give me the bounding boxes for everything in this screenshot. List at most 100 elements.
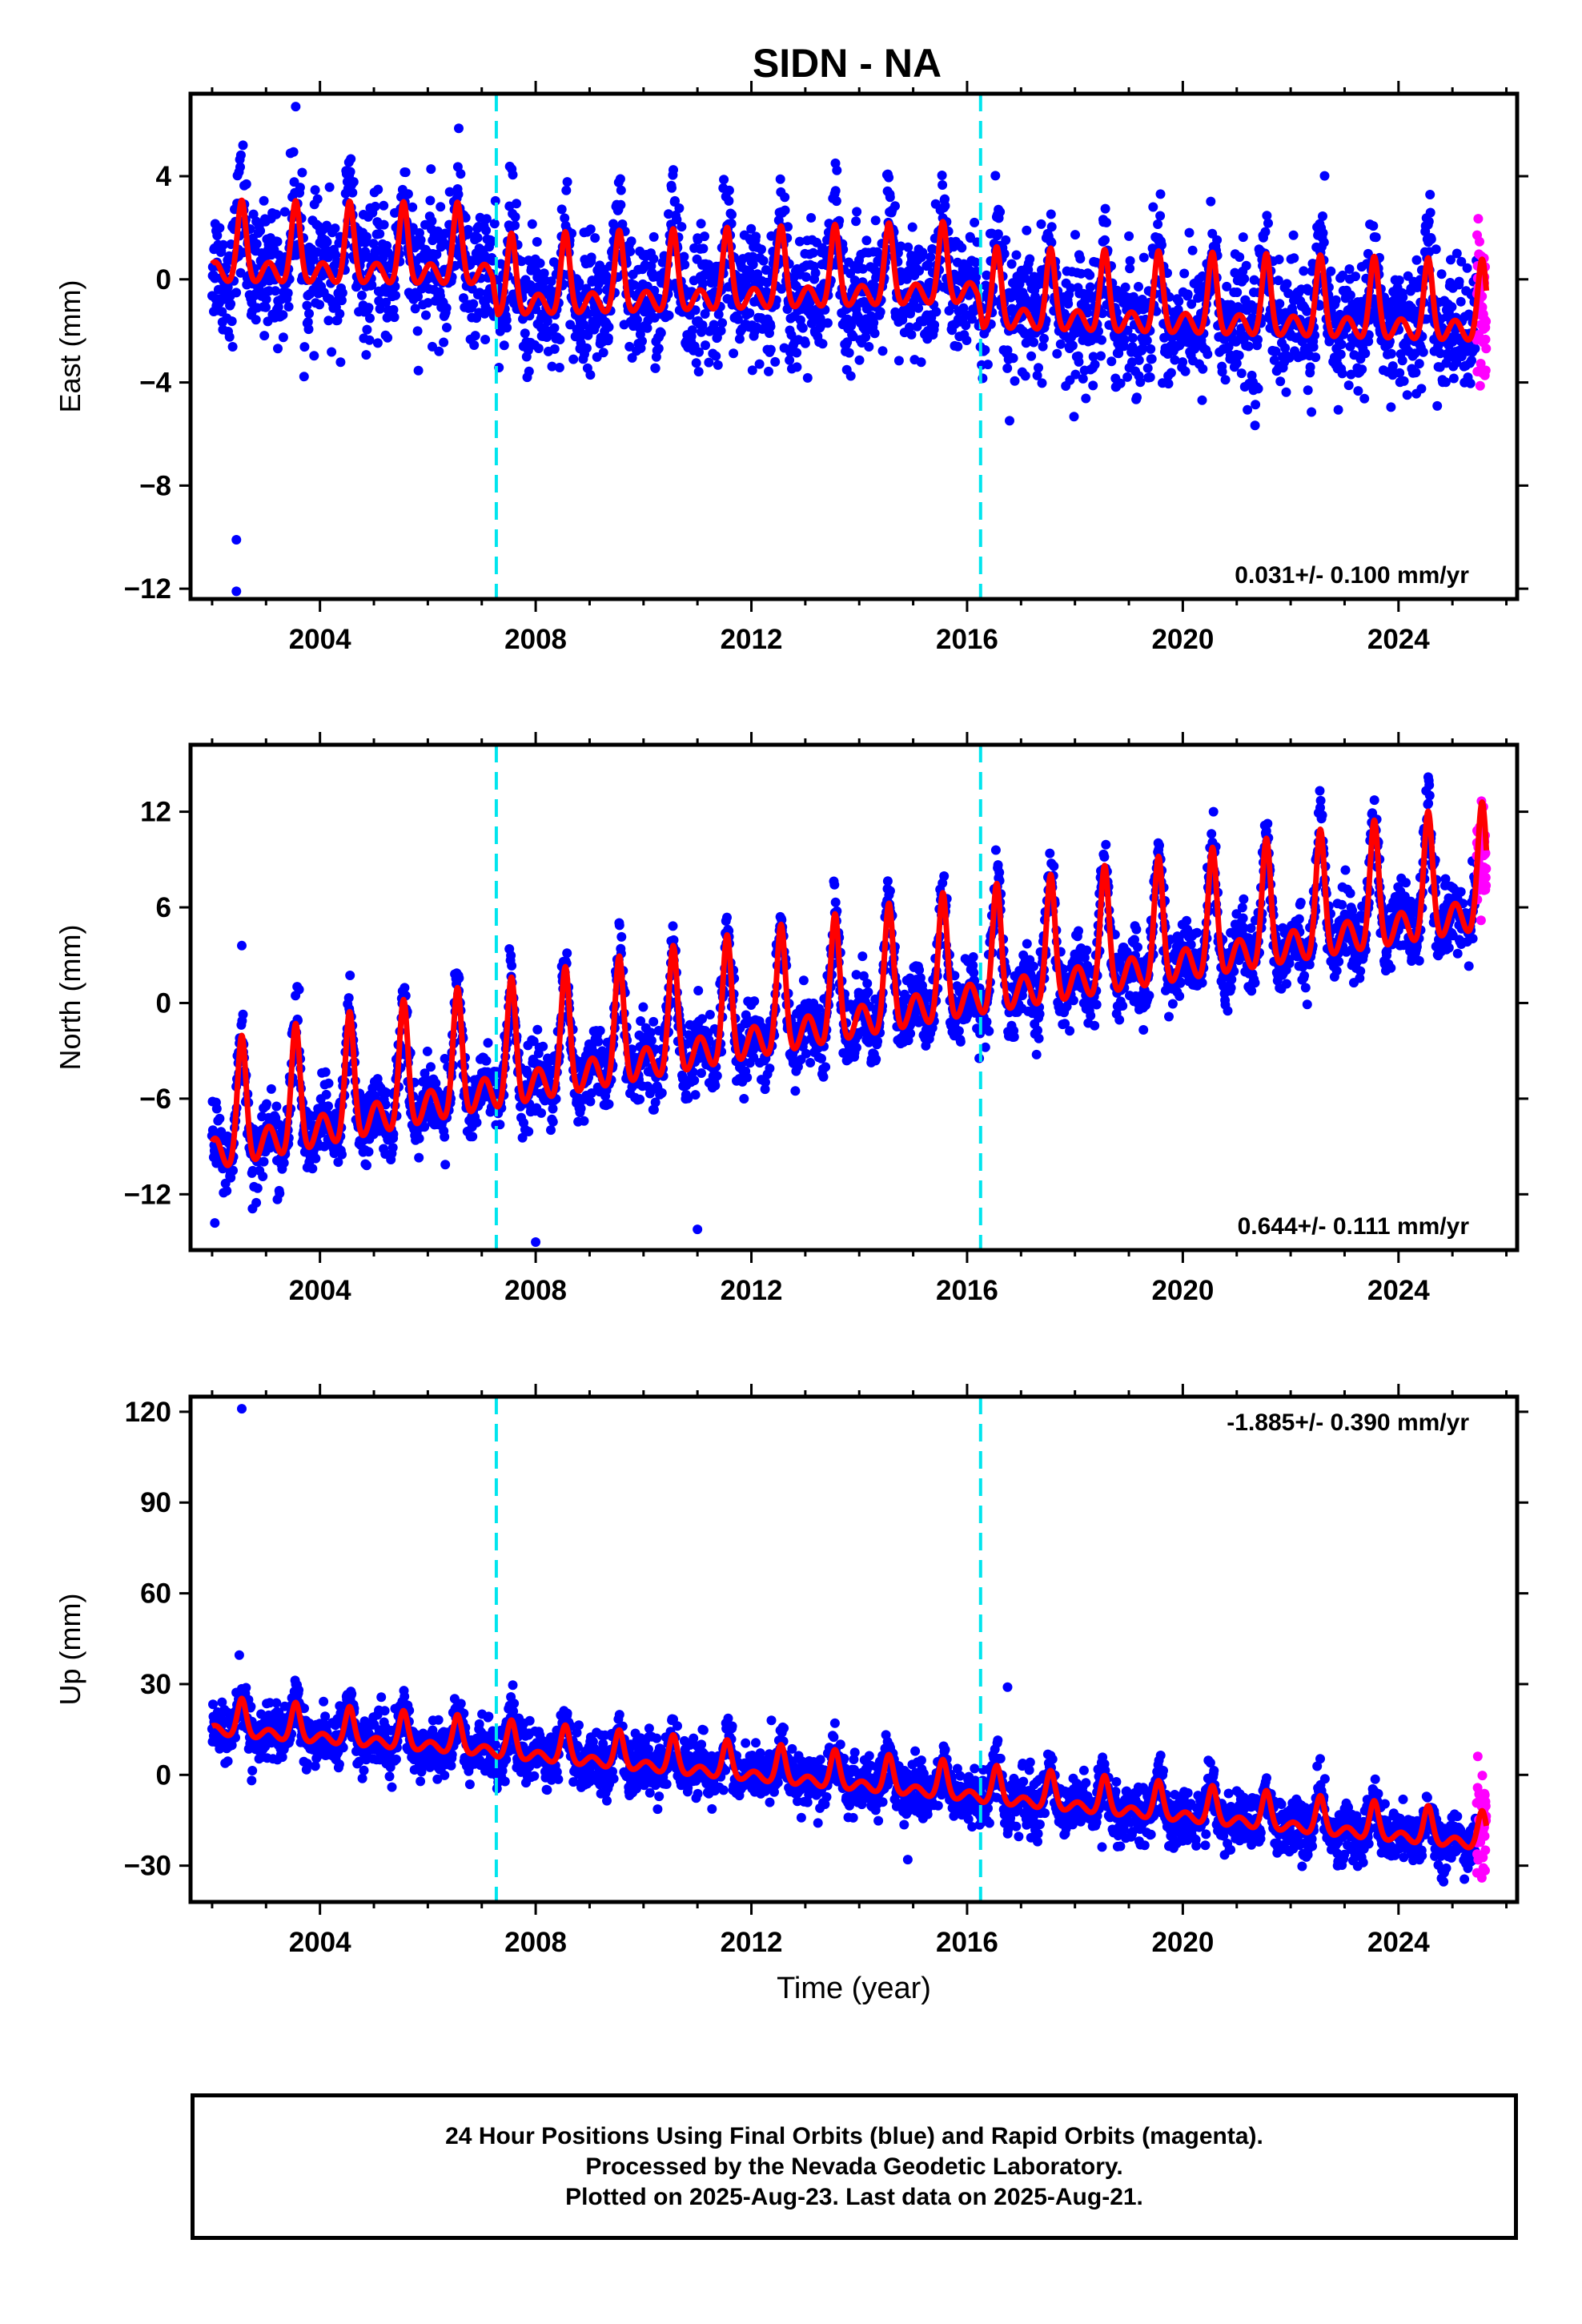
final-orbit-point — [801, 1048, 811, 1059]
final-orbit-point — [1263, 218, 1273, 228]
final-orbit-point — [780, 192, 790, 203]
final-orbit-point — [761, 265, 771, 275]
final-orbit-point — [299, 342, 310, 352]
final-orbit-point — [583, 308, 593, 319]
final-orbit-point — [1037, 378, 1047, 388]
final-orbit-point — [1070, 369, 1081, 380]
final-orbit-point — [679, 251, 689, 262]
final-orbit-point — [697, 1068, 706, 1078]
final-orbit-point — [453, 189, 464, 199]
final-orbit-point — [980, 345, 990, 355]
final-orbit-point — [1253, 384, 1263, 394]
final-orbit-point — [1423, 216, 1434, 227]
final-orbit-point — [808, 247, 818, 258]
final-orbit-point — [648, 231, 659, 242]
final-orbit-point — [294, 984, 304, 995]
final-orbit-point — [1289, 253, 1299, 263]
final-orbit-point — [713, 360, 723, 370]
final-orbit-point — [852, 207, 862, 217]
final-orbit-point — [862, 979, 873, 988]
final-orbit-point — [475, 287, 485, 298]
final-orbit-point — [694, 347, 704, 357]
final-orbit-point — [875, 307, 885, 317]
final-orbit-point — [670, 195, 680, 206]
final-orbit-point — [1002, 345, 1013, 356]
final-orbit-point — [698, 243, 709, 254]
final-orbit-point — [719, 175, 729, 185]
final-orbit-point — [1243, 404, 1253, 415]
final-orbit-point — [982, 270, 992, 280]
rapid-orbit-point — [1475, 236, 1484, 247]
final-orbit-point — [547, 361, 557, 372]
final-orbit-point — [345, 167, 355, 177]
final-orbit-point — [442, 323, 452, 332]
final-orbit-point — [674, 203, 685, 213]
final-orbit-point — [590, 233, 600, 243]
final-orbit-point — [1319, 237, 1329, 247]
final-orbit-point — [690, 1090, 701, 1100]
final-orbit-point — [1418, 347, 1428, 357]
final-orbit-point — [1426, 234, 1436, 244]
final-orbit-point — [288, 147, 299, 157]
final-orbit-point — [650, 363, 661, 373]
final-orbit-point — [1070, 230, 1080, 240]
final-orbit-point — [709, 320, 719, 330]
final-orbit-point — [427, 216, 437, 226]
final-orbit-point — [677, 222, 687, 232]
final-orbit-point — [381, 297, 391, 308]
final-orbit-point — [1411, 368, 1421, 378]
final-orbit-point — [363, 303, 374, 313]
final-orbit-point — [999, 249, 1010, 259]
final-orbit-point — [1448, 373, 1459, 384]
final-orbit-point — [315, 300, 325, 310]
final-orbit-point — [414, 1152, 424, 1163]
final-orbit-point — [1371, 232, 1381, 243]
final-orbit-point — [303, 324, 314, 335]
final-orbit-point — [1067, 340, 1078, 351]
final-orbit-point — [1085, 282, 1095, 292]
final-orbit-point — [711, 351, 721, 361]
final-orbit-point — [700, 231, 709, 242]
final-orbit-point — [926, 252, 936, 263]
final-orbit-point — [413, 365, 424, 376]
final-orbit-point — [235, 150, 246, 160]
final-orbit-point — [507, 960, 517, 971]
final-orbit-point — [413, 292, 424, 302]
final-orbit-point — [805, 1058, 816, 1068]
final-orbit-point — [1333, 404, 1343, 415]
final-orbit-point — [624, 341, 635, 352]
final-orbit-point — [1345, 290, 1355, 300]
final-orbit-point — [885, 192, 895, 203]
final-orbit-point — [1182, 289, 1193, 300]
final-orbit-point — [279, 207, 290, 217]
final-orbit-point — [472, 1117, 482, 1128]
final-orbit-point — [604, 1099, 614, 1109]
final-orbit-point — [1066, 283, 1076, 293]
final-orbit-point — [1155, 189, 1166, 199]
final-orbit-point — [1212, 235, 1223, 245]
final-orbit-point — [222, 1186, 232, 1196]
final-orbit-point — [717, 318, 728, 328]
final-orbit-point — [330, 223, 340, 234]
final-orbit-point — [1069, 412, 1079, 422]
final-orbit-point — [1232, 287, 1243, 297]
final-orbit-point — [512, 199, 521, 209]
final-orbit-point — [800, 338, 810, 348]
final-orbit-point — [712, 1071, 722, 1081]
final-orbit-point — [861, 235, 872, 246]
final-orbit-point — [792, 362, 802, 372]
final-orbit-point — [440, 1160, 451, 1170]
final-orbit-point — [312, 194, 323, 204]
final-orbit-point — [1251, 400, 1261, 410]
final-orbit-point — [995, 207, 1006, 217]
final-orbit-point — [649, 312, 660, 323]
final-orbit-point — [347, 187, 358, 198]
final-orbit-point — [913, 303, 924, 313]
final-orbit-point — [818, 1072, 829, 1082]
final-orbit-point — [469, 340, 480, 350]
final-orbit-point — [697, 320, 708, 330]
y-tick-label: 0 — [156, 264, 171, 296]
final-orbit-point — [410, 304, 420, 314]
final-orbit-point — [343, 993, 354, 1003]
